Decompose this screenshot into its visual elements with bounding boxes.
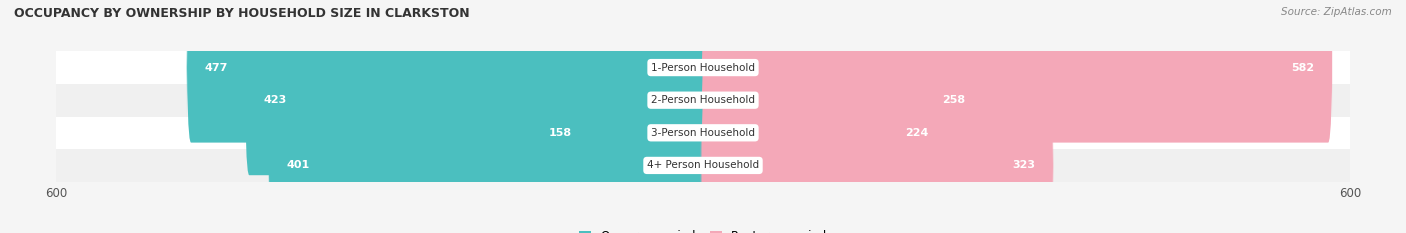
Text: 258: 258 [942,95,965,105]
FancyBboxPatch shape [700,25,983,175]
Text: 477: 477 [205,63,228,72]
FancyBboxPatch shape [530,58,706,208]
Text: 582: 582 [1291,63,1315,72]
Legend: Owner-occupied, Renter-occupied: Owner-occupied, Renter-occupied [574,225,832,233]
FancyBboxPatch shape [269,90,706,233]
Text: Source: ZipAtlas.com: Source: ZipAtlas.com [1281,7,1392,17]
Text: 323: 323 [1012,161,1035,170]
Text: 4+ Person Household: 4+ Person Household [647,161,759,170]
FancyBboxPatch shape [700,58,946,208]
Bar [56,149,1350,182]
Text: 401: 401 [287,161,311,170]
Bar [56,84,1350,116]
FancyBboxPatch shape [700,90,1053,233]
Text: 224: 224 [905,128,928,138]
Text: 2-Person Household: 2-Person Household [651,95,755,105]
FancyBboxPatch shape [187,0,706,143]
Text: OCCUPANCY BY OWNERSHIP BY HOUSEHOLD SIZE IN CLARKSTON: OCCUPANCY BY OWNERSHIP BY HOUSEHOLD SIZE… [14,7,470,20]
Text: 3-Person Household: 3-Person Household [651,128,755,138]
Text: 423: 423 [263,95,287,105]
FancyBboxPatch shape [245,25,706,175]
Bar [56,116,1350,149]
Text: 1-Person Household: 1-Person Household [651,63,755,72]
Bar [56,51,1350,84]
FancyBboxPatch shape [700,0,1333,143]
Text: 158: 158 [548,128,572,138]
